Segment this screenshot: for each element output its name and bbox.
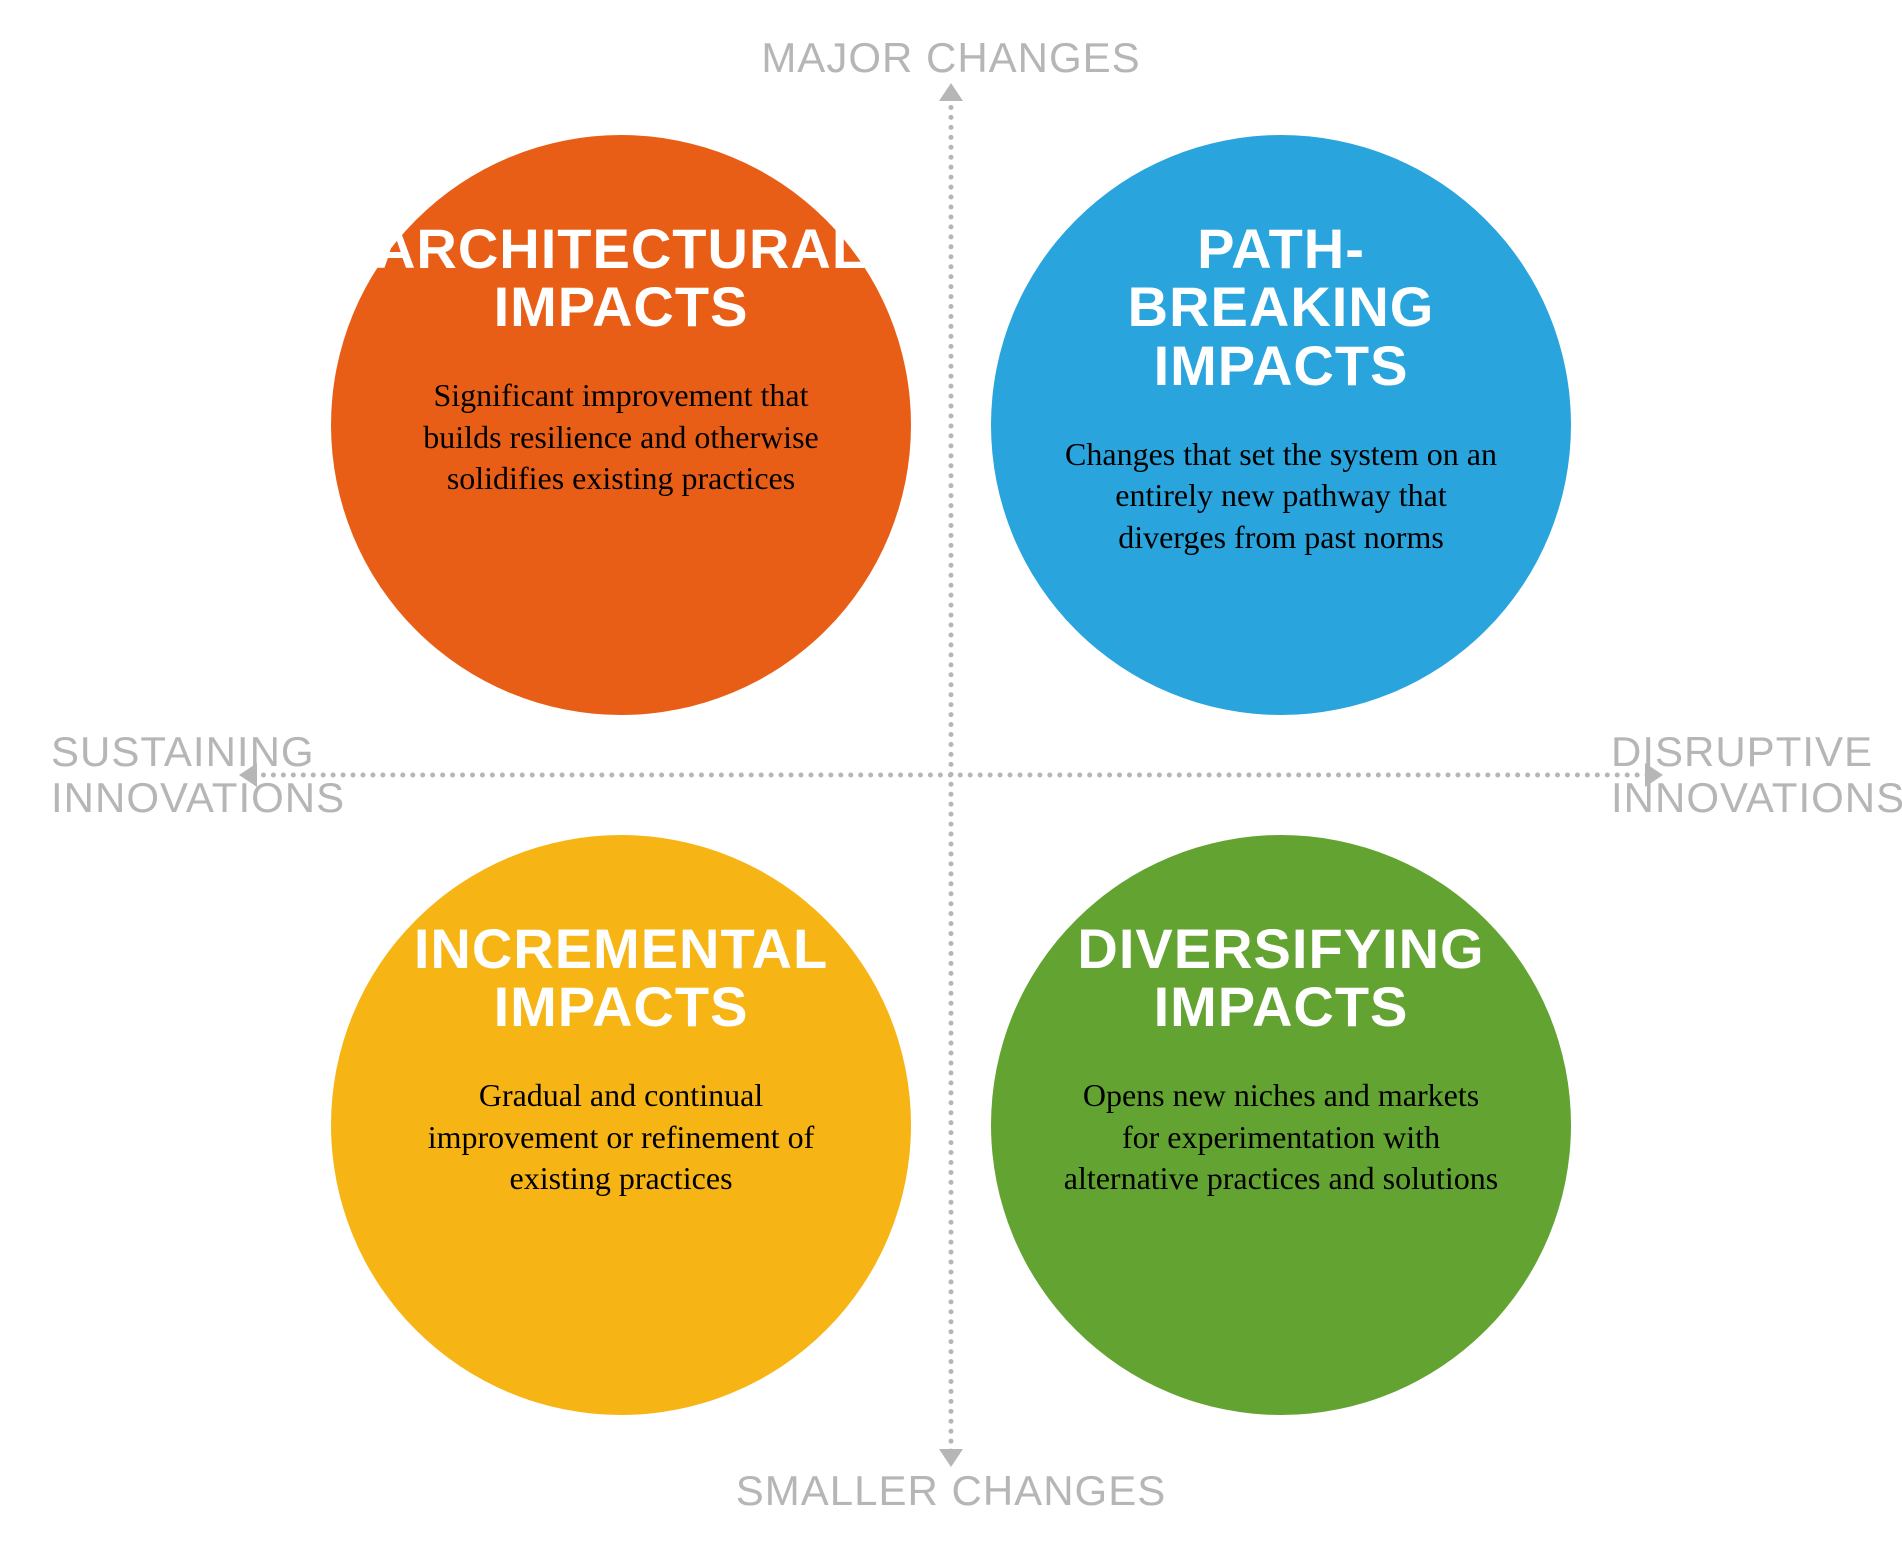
axis-right-line1: DISRUPTIVE [1611,727,1873,774]
axis-label-top: MAJOR CHANGES [761,35,1140,81]
arrow-down-icon [939,1449,963,1467]
quadrant-title: INCREMENTAL IMPACTS [414,920,828,1038]
axis-label-bottom: SMALLER CHANGES [736,1468,1166,1514]
quadrant-bottom-right: DIVERSIFYING IMPACTS Opens new niches an… [991,835,1571,1415]
axis-label-left: SUSTAINING INNOVATIONS [51,728,291,820]
quadrant-title: DIVERSIFYING IMPACTS [1077,920,1484,1038]
title-line2: IMPACTS [1154,334,1409,397]
axis-label-right: DISRUPTIVE INNOVATIONS [1611,728,1851,820]
axis-left-line2: INNOVATIONS [51,774,345,821]
axis-right-line2: INNOVATIONS [1611,774,1902,821]
quadrant-top-right: PATH-BREAKING IMPACTS Changes that set t… [991,135,1571,715]
title-line2: IMPACTS [494,275,749,338]
quadrant-top-left: ARCHITECTURAL IMPACTS Significant improv… [331,135,911,715]
quadrant-description: Opens new niches and markets for experim… [1061,1075,1501,1200]
quadrant-description: Gradual and continual improvement or ref… [401,1075,841,1200]
horizontal-axis [251,772,1651,777]
title-line1: PATH-BREAKING [1128,217,1435,339]
quadrant-description: Significant improvement that builds resi… [401,375,841,500]
title-line1: ARCHITECTURAL [375,217,867,280]
title-line1: DIVERSIFYING [1077,917,1484,980]
quadrant-diagram: MAJOR CHANGES SMALLER CHANGES SUSTAINING… [51,35,1851,1515]
arrow-up-icon [939,83,963,101]
title-line1: INCREMENTAL [414,917,828,980]
title-line2: IMPACTS [1154,975,1409,1038]
title-line2: IMPACTS [494,975,749,1038]
quadrant-bottom-left: INCREMENTAL IMPACTS Gradual and continua… [331,835,911,1415]
quadrant-title: ARCHITECTURAL IMPACTS [375,220,867,338]
quadrant-title: PATH-BREAKING IMPACTS [1051,220,1511,396]
axis-left-line1: SUSTAINING [51,727,315,774]
quadrant-description: Changes that set the system on an entire… [1061,434,1501,559]
